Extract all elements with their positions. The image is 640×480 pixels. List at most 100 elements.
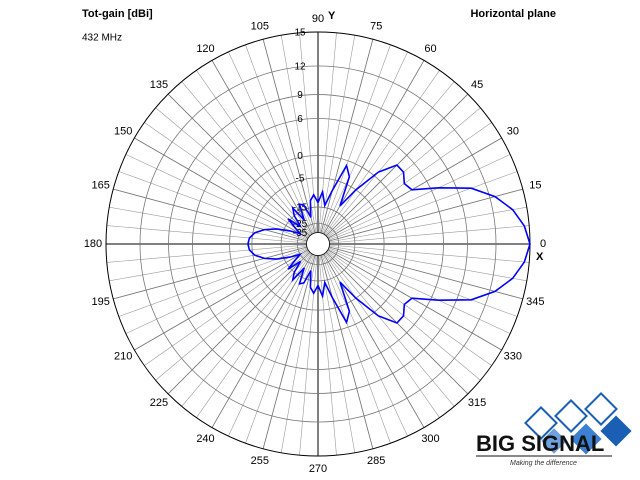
minor-spoke (329, 225, 530, 244)
angle-tick-label: 270 (309, 463, 327, 475)
minor-spoke (144, 250, 309, 366)
minor-spoke (324, 70, 440, 235)
angle-tick-label: 15 (529, 180, 541, 192)
angle-tick-label: 285 (367, 455, 385, 467)
angle-tick-label: 135 (150, 79, 168, 91)
minor-spoke (144, 122, 309, 238)
angle-spoke (320, 39, 374, 233)
r-tick-label: 6 (297, 114, 303, 125)
minor-spoke (328, 247, 518, 317)
chart-title: Tot-gain [dBi] (82, 8, 153, 20)
r-tick-label: 0 (297, 151, 303, 162)
angle-spoke (134, 249, 309, 351)
angle-spoke (262, 39, 316, 233)
angle-spoke (329, 246, 523, 300)
angle-tick-label: 30 (507, 125, 519, 137)
angle-spoke (167, 251, 311, 395)
minor-spoke (245, 254, 315, 444)
minor-spoke (319, 255, 356, 453)
minor-spoke (299, 255, 318, 456)
angle-spoke (329, 188, 523, 242)
minor-spoke (328, 154, 511, 240)
minor-spoke (155, 251, 310, 381)
angle-spoke (320, 255, 374, 449)
r-tick-label: -5 (296, 174, 305, 185)
angle-tick-label: 195 (91, 296, 109, 308)
minor-spoke (318, 255, 337, 456)
angle-tick-label: 75 (370, 21, 382, 33)
angle-tick-label: 150 (114, 125, 132, 137)
minor-spoke (181, 252, 311, 407)
minor-spoke (125, 248, 308, 334)
angle-spoke (211, 253, 313, 428)
minor-spoke (106, 244, 307, 263)
minor-spoke (125, 154, 308, 240)
angle-spoke (167, 93, 311, 237)
angle-spoke (113, 246, 307, 300)
plane-label: Horizontal plane (470, 8, 556, 20)
logo: BIG SIGNAL Making the difference (476, 392, 632, 467)
angle-tick-label: 165 (91, 180, 109, 192)
angle-tick-label: 0 (540, 238, 546, 250)
r-tick-label: 12 (294, 62, 306, 73)
angle-tick-label: 255 (251, 455, 269, 467)
angle-spoke (134, 137, 309, 239)
minor-spoke (181, 81, 311, 236)
pattern-line (247, 163, 531, 325)
minor-spoke (325, 252, 455, 407)
minor-spoke (155, 107, 310, 237)
angle-tick-label: 105 (251, 21, 269, 33)
minor-spoke (321, 44, 391, 234)
minor-spoke (321, 254, 391, 444)
minor-spoke (318, 32, 337, 233)
angle-spoke (211, 60, 313, 235)
minor-spoke (319, 35, 356, 233)
grid-ring (251, 177, 385, 311)
angle-tick-label: 225 (150, 397, 168, 409)
angle-spoke (327, 249, 502, 351)
inner-ring (306, 232, 330, 256)
minor-spoke (106, 225, 307, 244)
x-axis-label: X (536, 251, 544, 263)
grid (105, 31, 531, 457)
minor-spoke (329, 244, 530, 263)
angle-tick-label: 120 (196, 43, 214, 55)
angle-tick-label: 180 (84, 238, 102, 250)
angle-tick-label: 45 (471, 79, 483, 91)
minor-spoke (328, 248, 511, 334)
minor-spoke (327, 250, 492, 366)
minor-spoke (329, 245, 527, 282)
angle-tick-label: 60 (424, 43, 436, 55)
y-axis-label: Y (328, 10, 336, 22)
minor-spoke (109, 206, 307, 243)
r-tick-label: 15 (294, 28, 306, 39)
angle-spoke (327, 137, 502, 239)
grid-ring (229, 155, 407, 333)
angle-tick-label: 330 (504, 350, 522, 362)
minor-spoke (327, 122, 492, 238)
r-tick-label: 9 (297, 90, 303, 101)
angle-tick-label: 300 (421, 433, 439, 445)
angle-tick-label: 315 (468, 397, 486, 409)
angle-spoke (262, 255, 316, 449)
chart-subtitle: 432 MHz (82, 33, 122, 44)
minor-spoke (322, 254, 408, 437)
grid-ring (280, 206, 356, 282)
grid-ring (296, 222, 340, 266)
minor-spoke (325, 81, 455, 236)
minor-spoke (328, 171, 518, 241)
angle-tick-label: 345 (526, 296, 544, 308)
minor-spoke (324, 253, 440, 418)
angle-tick-label: 210 (114, 350, 132, 362)
logo-name: BIG SIGNAL (476, 431, 604, 456)
logo-tagline: Making the difference (510, 460, 577, 467)
minor-spoke (329, 206, 527, 243)
angle-tick-label: 240 (196, 433, 214, 445)
minor-spoke (299, 32, 318, 233)
minor-spoke (245, 44, 315, 234)
angle-spoke (113, 188, 307, 242)
grid-ring (192, 118, 444, 370)
angle-tick-label: 90 (312, 13, 324, 25)
minor-spoke (322, 51, 408, 234)
